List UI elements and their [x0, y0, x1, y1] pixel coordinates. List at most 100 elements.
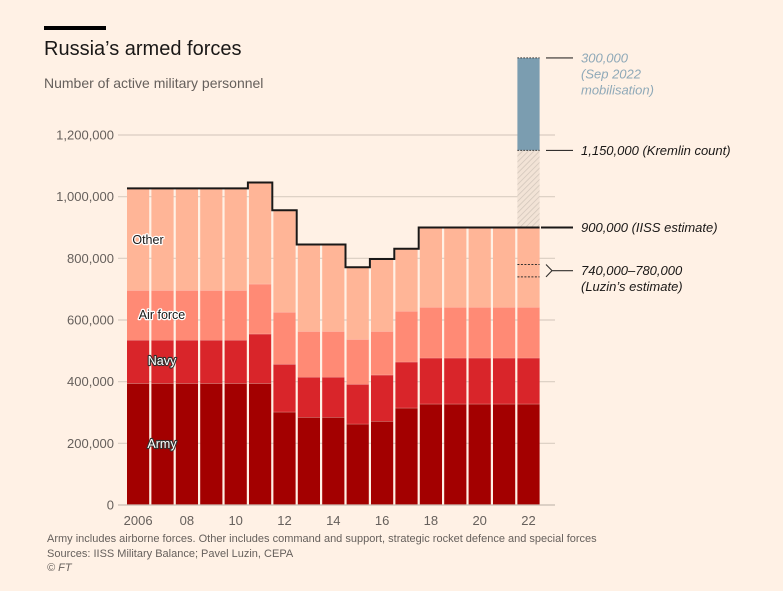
bar-air-force [297, 331, 320, 378]
bar-other [346, 267, 369, 340]
annotation-label: 300,000 [581, 50, 629, 65]
series-label-army: Army [147, 437, 177, 451]
x-tick-label: 12 [277, 513, 291, 528]
bar-navy [395, 361, 418, 408]
y-tick-label: 800,000 [67, 251, 114, 266]
bar-other [224, 188, 247, 291]
bars [127, 181, 540, 505]
bar-air-force [322, 331, 345, 378]
x-tick-label: 08 [180, 513, 194, 528]
title-accent-bar [44, 26, 106, 30]
bar-other [297, 244, 320, 332]
bar-navy [273, 364, 296, 412]
bar-army [346, 423, 369, 505]
footer-copyright: © FT [47, 562, 72, 574]
bar-other [175, 188, 198, 291]
bar-navy [151, 340, 174, 384]
bar-other [468, 227, 491, 308]
bar-army [322, 417, 345, 505]
x-tick-label: 22 [521, 513, 535, 528]
bar-air-force [224, 290, 247, 341]
bar-air-force [200, 290, 223, 341]
bar-air-force [419, 307, 442, 358]
bar-air-force [175, 290, 198, 341]
bar-army [419, 403, 442, 505]
bar-army [151, 383, 174, 505]
kremlin-count-hatch [517, 150, 540, 228]
bar-other [419, 227, 442, 308]
bar-other [493, 227, 516, 308]
mobilisation-bar [517, 57, 540, 151]
bar-air-force [493, 307, 516, 358]
bar-air-force [273, 311, 296, 365]
annotation-label: 900,000 (IISS estimate) [581, 220, 718, 235]
bar-navy [468, 357, 491, 404]
y-tick-label: 400,000 [67, 374, 114, 389]
bar-navy [224, 340, 247, 384]
bar-army [224, 383, 247, 505]
bar-navy [322, 377, 345, 418]
series-labels: Other Air force Navy Army [131, 232, 186, 452]
bar-other [249, 182, 272, 284]
bar-other [200, 188, 223, 291]
total-step-line [127, 181, 540, 269]
x-tick-label: 2006 [124, 513, 153, 528]
bar-air-force [151, 290, 174, 341]
y-tick-label: 0 [107, 498, 114, 513]
annotation-label: 1,150,000 (Kremlin count) [581, 143, 731, 158]
x-tick-label: 10 [228, 513, 242, 528]
bar-other [395, 248, 418, 312]
chart-subtitle: Number of active military personnel [44, 75, 264, 91]
extras-2022 [517, 57, 540, 278]
bar-air-force [468, 307, 491, 358]
bar-navy [200, 340, 223, 384]
bar-other [273, 210, 296, 312]
bar-air-force [395, 311, 418, 362]
bar-army [395, 407, 418, 505]
x-tick-label: 20 [472, 513, 486, 528]
bar-other [371, 258, 394, 332]
bar-navy [371, 374, 394, 422]
bar-army [371, 421, 394, 505]
annotation-label: (Luzin’s estimate) [581, 279, 683, 294]
annotation-bracket [545, 264, 573, 278]
x-axis: 2006 08 10 12 14 16 18 20 22 [118, 504, 555, 528]
annotation-label: (Sep 2022 [581, 66, 642, 81]
bar-air-force [371, 331, 394, 375]
bar-army [444, 403, 467, 505]
bar-army [297, 417, 320, 505]
series-label-air-force: Air force [139, 308, 186, 322]
bar-army [517, 403, 540, 505]
bar-air-force [444, 307, 467, 358]
bar-air-force [249, 283, 272, 334]
chart-title: Russia’s armed forces [44, 38, 242, 60]
bar-navy [297, 377, 320, 418]
bar-army [249, 383, 272, 505]
y-tick-label: 200,000 [67, 436, 114, 451]
y-tick-label: 1,200,000 [56, 128, 114, 143]
bar-air-force [127, 290, 150, 341]
footer-sources: Sources: IISS Military Balance; Pavel Lu… [47, 547, 294, 560]
bar-army [200, 383, 223, 505]
bar-army [468, 403, 491, 505]
bar-other [127, 188, 150, 291]
footer: Army includes airborne forces. Other inc… [47, 532, 597, 576]
bar-other [517, 227, 540, 308]
bar-army [493, 403, 516, 505]
annotation-label: 740,000–780,000 [581, 263, 683, 278]
bar-air-force [346, 339, 369, 385]
bar-other [444, 227, 467, 308]
x-tick-label: 16 [375, 513, 389, 528]
bar-other [322, 244, 345, 332]
y-tick-label: 600,000 [67, 313, 114, 328]
bar-navy [419, 357, 442, 404]
x-tick-label: 14 [326, 513, 340, 528]
bar-navy [175, 340, 198, 384]
bar-navy [346, 384, 369, 424]
x-tick-label: 18 [424, 513, 438, 528]
bar-navy [444, 357, 467, 404]
bar-navy [493, 357, 516, 404]
series-label-other: Other [132, 233, 163, 247]
